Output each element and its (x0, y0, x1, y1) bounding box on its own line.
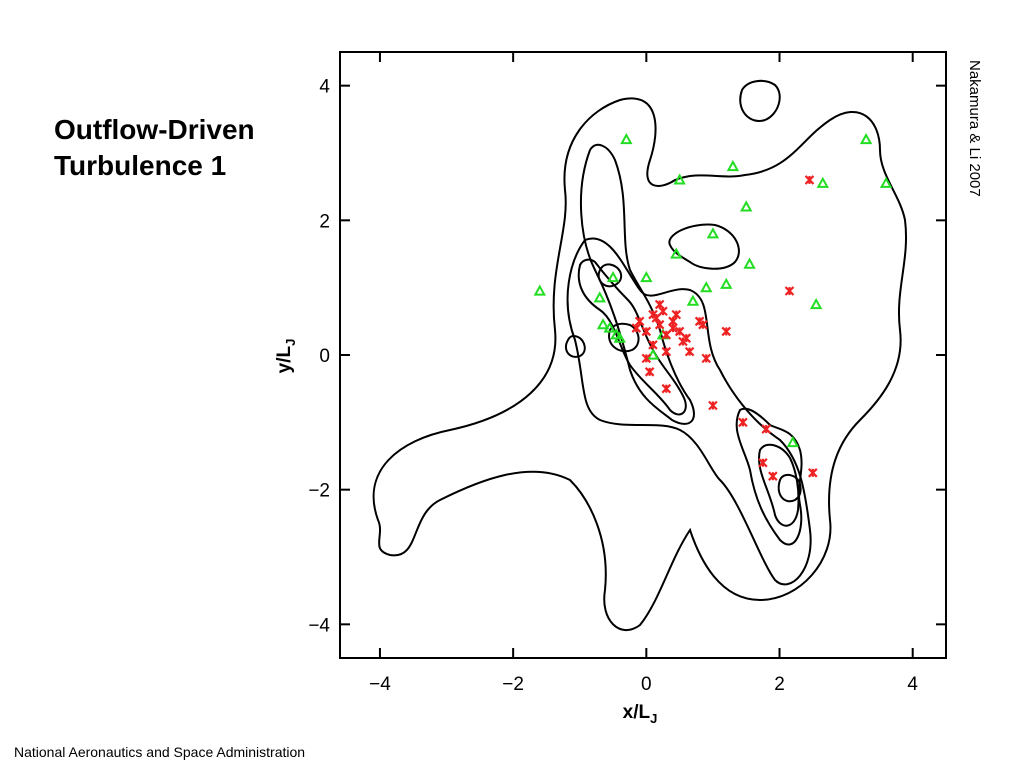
triangle-marker (879, 176, 893, 188)
triangle-marker (816, 176, 830, 188)
triangle-marker (620, 132, 633, 145)
x-axis-label: x/LJ (623, 702, 658, 726)
slide-title: Outflow-Driven Turbulence 1 (54, 112, 314, 184)
y-axis-label: y/LJ (274, 339, 298, 374)
star-marker (668, 323, 678, 333)
star-marker (671, 309, 682, 320)
triangle-marker (673, 173, 686, 185)
triangle-marker (593, 291, 606, 303)
x-tick-label: −4 (369, 674, 391, 695)
star-marker (738, 417, 748, 428)
contour-line (739, 79, 781, 122)
contour-line (566, 237, 812, 586)
x-tick-label: 2 (774, 674, 785, 695)
y-tick-label: −2 (308, 481, 330, 502)
triangle-marker (596, 318, 610, 330)
triangle-marker (859, 132, 873, 145)
star-marker (661, 330, 672, 340)
triangle-marker (740, 200, 753, 212)
figure-credit: Nakamura & Li 2007 (966, 60, 983, 197)
triangle-marker (706, 227, 720, 239)
star-marker (641, 326, 652, 337)
star-marker (678, 336, 688, 347)
y-tick-label: 4 (319, 77, 330, 98)
star-marker (721, 326, 732, 337)
triangle-marker (610, 328, 623, 340)
triangle-marker (726, 159, 740, 172)
x-tick-label: −2 (502, 674, 524, 695)
star-marker (808, 468, 818, 478)
star-marker (758, 457, 768, 468)
triangle-marker (670, 247, 683, 259)
star-marker (641, 353, 652, 364)
triangle-marker (640, 271, 653, 283)
triangle-marker (786, 435, 800, 448)
star-marker (648, 340, 658, 350)
y-tick-label: 0 (319, 346, 330, 367)
marker-layer (533, 132, 893, 481)
contour-layer (372, 79, 907, 631)
x-tick-label: 4 (907, 674, 918, 695)
star-marker (644, 367, 655, 377)
triangle-marker (533, 284, 546, 296)
star-marker (651, 313, 662, 323)
triangle-marker (646, 348, 660, 360)
contour-line (564, 335, 586, 358)
x-tick-label: 0 (641, 674, 652, 695)
triangle-marker (603, 321, 616, 333)
star-marker (658, 306, 668, 317)
triangle-marker (720, 277, 733, 289)
triangle-marker (686, 294, 700, 306)
y-tick-label: 2 (319, 211, 330, 232)
star-marker (661, 383, 672, 394)
star-marker (768, 471, 778, 481)
star-marker (701, 353, 712, 364)
star-marker (761, 424, 771, 434)
contour-line (758, 443, 800, 527)
triangle-marker (809, 297, 823, 310)
slide-title-line-2: Turbulence 1 (54, 150, 227, 181)
contour-line (668, 223, 740, 270)
slide-title-line-1: Outflow-Driven (54, 114, 255, 145)
triangle-marker (743, 257, 756, 269)
contour-line (597, 263, 623, 288)
star-marker (661, 346, 672, 357)
contour-line (579, 143, 695, 425)
triangle-marker (700, 281, 713, 293)
star-marker (708, 400, 718, 411)
star-marker (698, 319, 708, 330)
star-marker (674, 326, 685, 337)
contour-line (777, 473, 802, 503)
star-marker (684, 346, 695, 357)
tick-layer: −4 −2 0 2 4 −4 −2 0 2 4 (308, 52, 946, 695)
contour-line (608, 322, 640, 353)
star-marker (784, 286, 795, 296)
triangle-marker (606, 271, 620, 283)
star-marker (631, 323, 642, 333)
y-tick-label: −4 (308, 615, 330, 636)
slide-footer: National Aeronautics and Space Administr… (14, 744, 306, 760)
contour-line (577, 258, 687, 416)
contour-line (372, 97, 907, 631)
star-marker (804, 175, 815, 185)
